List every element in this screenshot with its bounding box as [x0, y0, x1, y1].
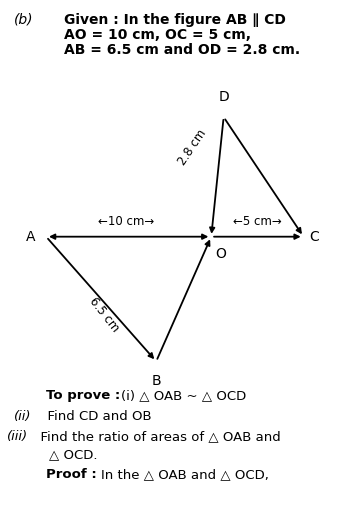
Text: Find CD and OB: Find CD and OB — [39, 410, 152, 423]
Text: To prove :: To prove : — [46, 389, 125, 403]
Text: O: O — [215, 247, 226, 261]
Text: (ii): (ii) — [14, 410, 32, 423]
Text: D: D — [218, 90, 229, 104]
Text: Given : In the figure AB ∥ CD: Given : In the figure AB ∥ CD — [64, 13, 286, 27]
Text: 2.8 cm: 2.8 cm — [175, 127, 209, 168]
Text: ←10 cm→: ←10 cm→ — [98, 215, 154, 228]
Text: C: C — [309, 230, 318, 244]
Text: 6.5 cm: 6.5 cm — [87, 295, 122, 335]
Text: A: A — [26, 230, 36, 244]
Text: (iii): (iii) — [7, 430, 28, 443]
Text: In the △ OAB and △ OCD,: In the △ OAB and △ OCD, — [101, 468, 269, 482]
Text: (b): (b) — [14, 13, 34, 27]
Text: ←5 cm→: ←5 cm→ — [233, 215, 282, 228]
Text: AO = 10 cm, OC = 5 cm,: AO = 10 cm, OC = 5 cm, — [64, 28, 251, 42]
Text: (i) △ OAB ~ △ OCD: (i) △ OAB ~ △ OCD — [121, 389, 246, 403]
Text: AB = 6.5 cm and OD = 2.8 cm.: AB = 6.5 cm and OD = 2.8 cm. — [64, 43, 300, 58]
Text: Proof :: Proof : — [46, 468, 102, 482]
Text: B: B — [151, 374, 161, 388]
Text: Find the ratio of areas of △ OAB and: Find the ratio of areas of △ OAB and — [32, 430, 281, 443]
Text: △ OCD.: △ OCD. — [32, 448, 98, 461]
